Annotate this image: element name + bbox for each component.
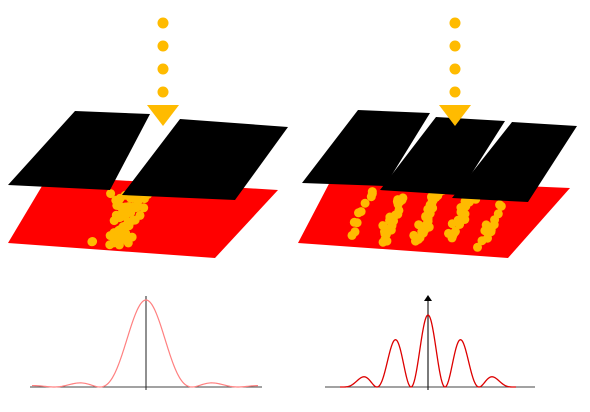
hit-dot	[105, 240, 115, 250]
particle	[157, 17, 169, 29]
particle	[449, 63, 461, 75]
particle	[449, 17, 461, 29]
plate	[452, 122, 577, 202]
plate	[302, 110, 430, 186]
hit-dots	[87, 189, 153, 250]
hit-dot	[124, 202, 134, 212]
particle	[157, 63, 169, 75]
particle	[449, 40, 461, 52]
hit-dot	[414, 220, 424, 230]
hit-dot	[140, 194, 149, 204]
single-slit	[8, 17, 288, 258]
hit-dot	[483, 233, 492, 243]
hit-dot	[473, 242, 482, 252]
hit-dot	[349, 217, 359, 227]
hit-dot	[378, 221, 388, 231]
double-slit	[298, 17, 577, 258]
hit-dot	[121, 220, 131, 230]
arrow-head	[439, 105, 471, 126]
axis-arrow	[424, 295, 432, 301]
hit-dot	[455, 220, 465, 229]
hit-dot	[422, 220, 431, 229]
hit-dot	[413, 234, 423, 244]
hit-dot	[114, 225, 124, 235]
hit-dot	[354, 208, 363, 218]
hit-dot	[460, 196, 470, 206]
particle-beam	[439, 17, 471, 126]
particle-beam	[147, 17, 179, 126]
single-slit-graph	[30, 296, 262, 390]
hit-dot	[393, 195, 403, 205]
hit-dot	[118, 207, 128, 217]
hit-dot	[347, 230, 357, 240]
arrow-head	[147, 105, 179, 126]
hit-dot	[105, 231, 115, 241]
hit-dot	[114, 195, 124, 205]
plate	[380, 117, 505, 195]
hit-dot	[114, 240, 124, 250]
particle	[157, 40, 169, 52]
hit-dot	[366, 192, 376, 202]
hit-dot	[135, 210, 145, 220]
plate	[122, 119, 288, 200]
intensity-curve	[32, 299, 259, 388]
particle	[157, 86, 169, 98]
hit-dot	[88, 237, 98, 246]
particle	[449, 86, 461, 98]
hit-dot	[360, 198, 370, 208]
hit-dot	[496, 201, 506, 211]
hit-dot	[106, 189, 116, 199]
hit-dot	[448, 229, 458, 239]
hit-dot	[486, 225, 496, 235]
hit-dot	[427, 199, 437, 209]
hit-dot	[381, 230, 391, 239]
double-slit-graph	[325, 295, 535, 390]
hit-dot	[121, 235, 131, 245]
intensity-curve	[340, 314, 516, 388]
plate	[8, 111, 150, 190]
hit-dot	[385, 213, 395, 223]
